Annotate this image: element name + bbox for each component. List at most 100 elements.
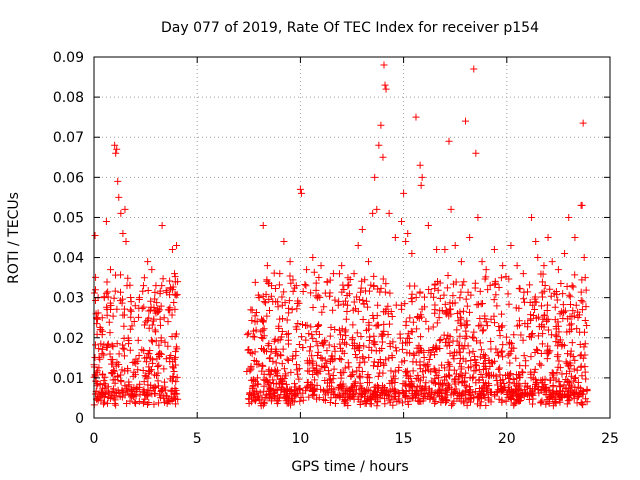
data-point xyxy=(432,380,440,388)
data-point xyxy=(476,287,484,295)
data-point xyxy=(113,340,121,348)
data-point xyxy=(479,387,487,395)
data-point xyxy=(431,281,439,289)
data-point xyxy=(403,368,411,376)
data-point xyxy=(95,364,103,372)
data-point xyxy=(459,307,467,315)
data-point xyxy=(261,376,269,384)
data-point xyxy=(446,299,454,307)
data-point xyxy=(320,396,328,404)
data-point xyxy=(172,347,180,355)
data-point xyxy=(540,262,548,270)
data-point xyxy=(314,322,322,330)
data-point xyxy=(114,177,122,185)
data-point xyxy=(305,367,313,375)
data-point xyxy=(91,341,99,349)
data-point xyxy=(328,379,336,387)
data-point xyxy=(274,336,282,344)
data-point xyxy=(330,386,338,394)
data-point xyxy=(349,387,357,395)
x-axis-ticks: 0 5 10 15 20 25 xyxy=(90,57,619,447)
data-point xyxy=(280,365,288,373)
data-point xyxy=(337,331,345,339)
data-point xyxy=(379,369,387,377)
data-point xyxy=(359,296,367,304)
data-point xyxy=(353,343,361,351)
data-point xyxy=(459,355,467,363)
data-point xyxy=(496,332,504,340)
data-point xyxy=(148,338,156,346)
data-point xyxy=(565,381,573,389)
data-point xyxy=(140,378,148,386)
data-point xyxy=(287,401,295,409)
data-point xyxy=(477,321,485,329)
data-point xyxy=(537,350,545,358)
data-point xyxy=(416,358,424,366)
data-point xyxy=(507,347,515,355)
data-point xyxy=(284,330,292,338)
data-point xyxy=(393,398,401,406)
data-point xyxy=(269,376,277,384)
data-point xyxy=(386,289,394,297)
data-point xyxy=(284,340,292,348)
data-point xyxy=(553,387,561,395)
data-point xyxy=(145,307,153,315)
data-point xyxy=(104,340,112,348)
data-point xyxy=(309,303,317,311)
data-point xyxy=(571,375,579,383)
x-tick-label: 25 xyxy=(601,431,619,447)
data-point xyxy=(572,301,580,309)
data-point xyxy=(310,268,318,276)
data-point xyxy=(106,329,114,337)
data-point xyxy=(531,381,539,389)
data-point xyxy=(522,357,530,365)
data-point xyxy=(442,310,450,318)
data-point xyxy=(155,349,163,357)
data-point xyxy=(128,322,136,330)
y-tick-label: 0.04 xyxy=(53,251,84,267)
data-point xyxy=(167,387,175,395)
data-point xyxy=(493,302,501,310)
data-point xyxy=(382,85,390,93)
data-point xyxy=(144,258,152,266)
data-point xyxy=(565,213,573,221)
data-point xyxy=(140,398,148,406)
data-point xyxy=(370,282,378,290)
data-point xyxy=(554,318,562,326)
data-point xyxy=(150,315,158,323)
data-point xyxy=(441,373,449,381)
data-point xyxy=(127,298,135,306)
data-point xyxy=(499,341,507,349)
data-point xyxy=(424,221,432,229)
data-point xyxy=(351,382,359,390)
data-point xyxy=(408,290,416,298)
data-point xyxy=(542,386,550,394)
data-point xyxy=(119,344,127,352)
data-point xyxy=(479,327,487,335)
data-point xyxy=(168,377,176,385)
data-point xyxy=(346,275,354,283)
data-point xyxy=(292,282,300,290)
data-point xyxy=(391,368,399,376)
data-point xyxy=(577,297,585,305)
data-point xyxy=(263,312,271,320)
data-point xyxy=(402,238,410,246)
data-point xyxy=(265,355,273,363)
data-point xyxy=(337,356,345,364)
data-point xyxy=(278,293,286,301)
data-point xyxy=(309,386,317,394)
data-point xyxy=(548,371,556,379)
data-point xyxy=(315,394,323,402)
data-point xyxy=(522,390,530,398)
data-point xyxy=(296,397,304,405)
data-point xyxy=(369,362,377,370)
data-point xyxy=(430,365,438,373)
data-point xyxy=(583,321,591,329)
data-point xyxy=(124,334,132,342)
data-point xyxy=(534,386,542,394)
data-point xyxy=(247,365,255,373)
data-point xyxy=(344,359,352,367)
data-point xyxy=(299,288,307,296)
data-point xyxy=(136,380,144,388)
data-point xyxy=(570,365,578,373)
